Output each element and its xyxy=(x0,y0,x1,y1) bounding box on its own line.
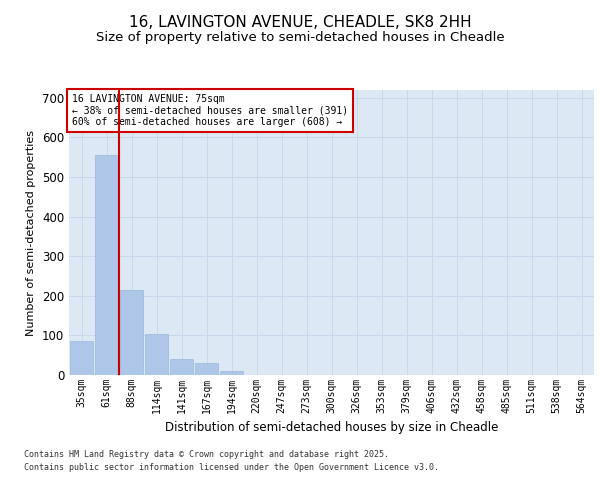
Bar xyxy=(195,363,218,375)
Text: 16, LAVINGTON AVENUE, CHEADLE, SK8 2HH: 16, LAVINGTON AVENUE, CHEADLE, SK8 2HH xyxy=(128,15,472,30)
Bar xyxy=(70,342,93,375)
Bar xyxy=(220,371,243,375)
Bar xyxy=(170,359,193,375)
Bar xyxy=(95,156,118,375)
Y-axis label: Number of semi-detached properties: Number of semi-detached properties xyxy=(26,130,37,336)
Text: Contains public sector information licensed under the Open Government Licence v3: Contains public sector information licen… xyxy=(24,464,439,472)
Bar xyxy=(120,290,143,375)
Bar xyxy=(145,334,168,375)
Text: 16 LAVINGTON AVENUE: 75sqm
← 38% of semi-detached houses are smaller (391)
60% o: 16 LAVINGTON AVENUE: 75sqm ← 38% of semi… xyxy=(71,94,348,128)
X-axis label: Distribution of semi-detached houses by size in Cheadle: Distribution of semi-detached houses by … xyxy=(165,422,498,434)
Text: Contains HM Land Registry data © Crown copyright and database right 2025.: Contains HM Land Registry data © Crown c… xyxy=(24,450,389,459)
Text: Size of property relative to semi-detached houses in Cheadle: Size of property relative to semi-detach… xyxy=(95,31,505,44)
